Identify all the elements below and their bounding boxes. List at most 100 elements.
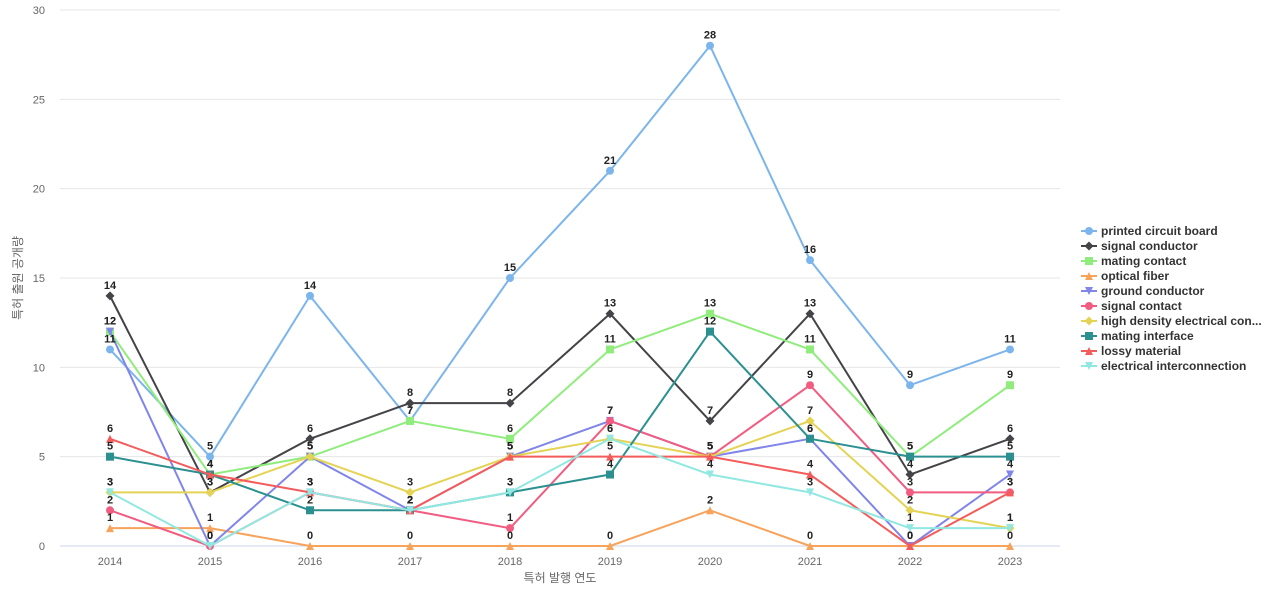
- y-tick-0: 0: [39, 541, 45, 553]
- legend-item-lossy-material[interactable]: lossy material: [1081, 344, 1181, 358]
- data-label-optical-fiber-2021: 0: [807, 530, 813, 542]
- legend-label-ground-conductor: ground conductor: [1101, 284, 1205, 298]
- legend-item-high-density-electrical-connector[interactable]: high density electrical con...: [1081, 314, 1262, 328]
- data-label-printed-circuit-board-2015: 5: [207, 441, 213, 453]
- point-signal-conductor-2019: [605, 309, 615, 319]
- y-axis-tick-labels: 0 5 10 15 20 25 30: [33, 5, 45, 553]
- legend-marker-optical-fiber: [1085, 272, 1093, 280]
- data-label-mating-contact-2020: 13: [704, 298, 716, 310]
- data-label-signal-conductor-2018: 8: [507, 387, 513, 399]
- legend-item-printed-circuit-board[interactable]: printed circuit board: [1081, 224, 1218, 238]
- data-label-signal-contact-2022: 3: [907, 476, 913, 488]
- legend-item-mating-contact[interactable]: mating contact: [1081, 254, 1186, 268]
- line-printed-circuit-board: [109, 44, 1011, 458]
- legend-item-electrical-interconnection[interactable]: electrical interconnection: [1081, 359, 1246, 373]
- data-label-optical-fiber-2023: 0: [1007, 530, 1013, 542]
- data-label-mating-contact-2017: 7: [407, 405, 413, 417]
- point-signal-contact-2022: [906, 488, 914, 497]
- point-signal-conductor-2018: [505, 398, 515, 408]
- point-signal-contact-2021: [806, 381, 814, 390]
- data-label-optical-fiber-2014: 1: [107, 512, 113, 524]
- data-label-high-density-electrical-connector-2017: 3: [407, 476, 413, 488]
- data-label-signal-conductor-2015: 3: [207, 476, 213, 488]
- data-label-signal-contact-2023: 3: [1007, 476, 1013, 488]
- point-lossy-material-2015: [206, 470, 214, 479]
- data-label-electrical-interconnection-2022: 1: [907, 512, 913, 524]
- legend-item-ground-conductor[interactable]: ground conductor: [1081, 284, 1205, 298]
- point-printed-circuit-board-2015: [206, 452, 214, 461]
- data-label-electrical-interconnection-2017: 2: [407, 494, 413, 506]
- line-mating-interface: [109, 330, 1010, 512]
- point-mating-interface-2023: [1006, 452, 1014, 461]
- data-label-signal-contact-2015: 0: [207, 530, 213, 542]
- data-label-electrical-interconnection-2023: 1: [1007, 512, 1013, 524]
- point-electrical-interconnection-2021: [806, 488, 814, 497]
- data-label-printed-circuit-board-2019: 21: [604, 155, 616, 167]
- data-label-high-density-electrical-connector-2014: 3: [107, 476, 113, 488]
- point-optical-fiber-2018: [506, 542, 514, 550]
- data-label-lossy-material-2022: 0: [907, 530, 913, 542]
- data-label-mating-interface-2016: 2: [307, 494, 313, 506]
- data-label-signal-contact-2014: 2: [107, 494, 113, 506]
- x-tick-2022: 2022: [898, 556, 922, 568]
- data-label-ground-conductor-2015: 0: [207, 530, 213, 542]
- point-optical-fiber-2016: [306, 542, 314, 550]
- point-mating-interface-2020: [706, 327, 714, 336]
- legend-item-mating-interface[interactable]: mating interface: [1081, 329, 1194, 343]
- data-label-electrical-interconnection-2018: 3: [507, 476, 513, 488]
- x-tick-2014: 2014: [98, 556, 122, 568]
- point-printed-circuit-board-2020: [706, 41, 714, 50]
- x-tick-2016: 2016: [298, 556, 322, 568]
- series-mating-contact: [106, 309, 1014, 479]
- data-label-lossy-material-2018: 5: [507, 441, 513, 453]
- data-label-printed-circuit-board-2018: 15: [504, 262, 516, 274]
- point-signal-contact-2018: [506, 524, 514, 533]
- data-label-signal-contact-2021: 9: [807, 369, 813, 381]
- point-optical-fiber-2014: [106, 524, 114, 533]
- data-label-lossy-material-2016: 3: [307, 476, 313, 488]
- legend-label-mating-contact: mating contact: [1101, 254, 1186, 268]
- x-axis-tick-labels: 2014 2015 2016 2017 2018 2019 2020 2021 2022 2023: [98, 556, 1022, 568]
- point-lossy-material-2020: [706, 452, 714, 461]
- legend-marker-mating-contact: [1085, 257, 1093, 265]
- point-electrical-interconnection-2020: [706, 470, 714, 479]
- data-label-mating-interface-2018: 3: [507, 476, 513, 488]
- point-printed-circuit-board-2022: [906, 381, 914, 390]
- point-ground-conductor-2014: [106, 327, 114, 336]
- point-optical-fiber-2017: [406, 542, 414, 550]
- data-label-ground-conductor-2018: 5: [507, 441, 513, 453]
- point-signal-conductor-2014: [105, 291, 115, 301]
- data-label-mating-interface-2019: 4: [607, 459, 614, 471]
- point-high-density-electrical-connector-2022: [905, 505, 915, 515]
- legend-label-high-density-electrical-connector: high density electrical con...: [1101, 314, 1262, 328]
- legend-item-signal-conductor[interactable]: signal conductor: [1081, 239, 1198, 253]
- point-lossy-material-2019: [606, 452, 614, 461]
- y-tick-30: 30: [33, 5, 45, 17]
- data-label-signal-conductor-2020: 7: [707, 405, 713, 417]
- data-label-high-density-electrical-connector-2022: 2: [907, 494, 913, 506]
- data-label-printed-circuit-board-2017: 7: [407, 405, 413, 417]
- legend-item-optical-fiber[interactable]: optical fiber: [1081, 269, 1169, 283]
- legend-item-signal-contact[interactable]: signal contact: [1081, 299, 1182, 313]
- data-label-printed-circuit-board-2023: 11: [1004, 333, 1016, 345]
- data-label-high-density-electrical-connector-2015: 3: [207, 476, 213, 488]
- data-label-lossy-material-2023: 3: [1007, 476, 1013, 488]
- point-printed-circuit-board-2016: [306, 291, 314, 300]
- legend-label-signal-contact: signal contact: [1101, 299, 1182, 313]
- point-signal-conductor-2021: [805, 309, 815, 319]
- point-lossy-material-2022: [906, 542, 914, 550]
- data-label-mating-contact-2019: 11: [604, 333, 616, 345]
- data-label-optical-fiber-2018: 0: [507, 530, 513, 542]
- data-label-mating-contact-2014: 12: [104, 316, 116, 328]
- data-label-electrical-interconnection-2021: 3: [807, 476, 813, 488]
- data-label-signal-contact-2019: 7: [607, 405, 613, 417]
- data-label-signal-conductor-2022: 4: [907, 459, 914, 471]
- y-tick-15: 15: [33, 273, 45, 285]
- point-optical-fiber-2015: [206, 524, 214, 533]
- data-label-mating-interface-2020: 12: [704, 316, 716, 328]
- point-printed-circuit-board-2019: [606, 166, 614, 175]
- point-electrical-interconnection-2014: [106, 488, 114, 497]
- data-label-ground-conductor-2023: 4: [1007, 459, 1014, 471]
